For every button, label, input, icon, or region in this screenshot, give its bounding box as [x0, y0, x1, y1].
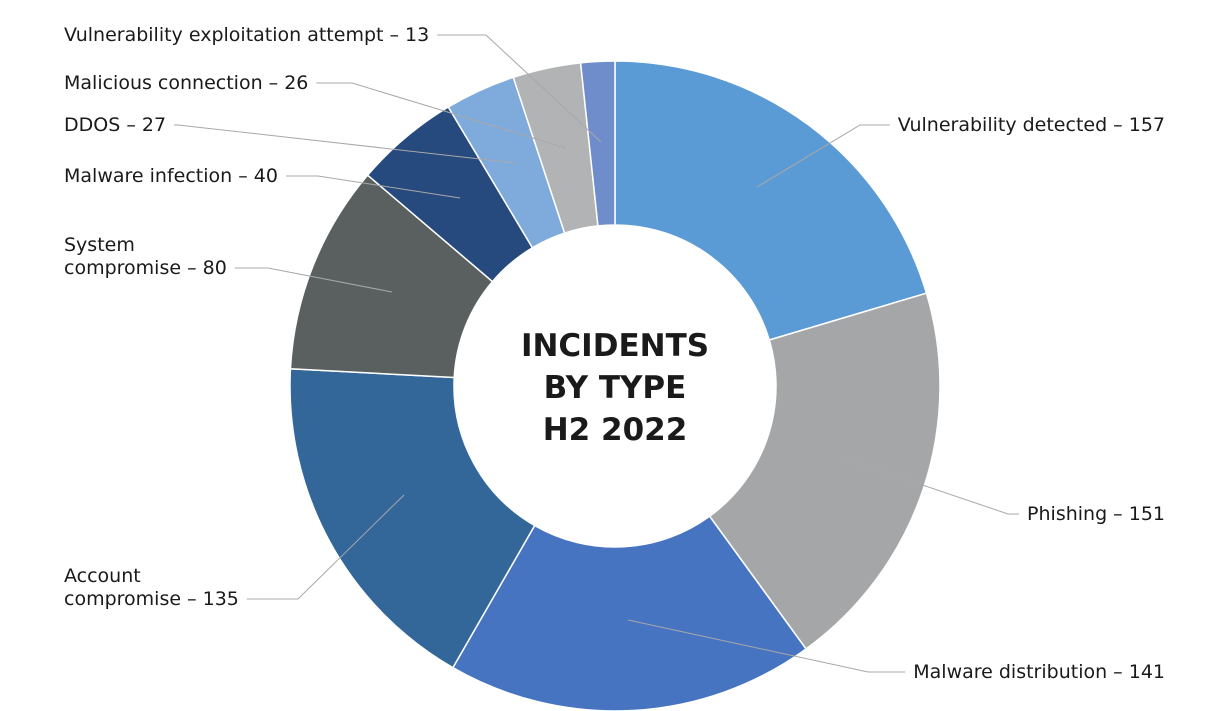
label-system-compromise-line-2: compromise – 80: [64, 257, 227, 279]
label-account-compromise-line-2: compromise – 135: [64, 588, 239, 610]
label-malware-infection: Malware infection – 40: [64, 165, 278, 187]
label-malicious-connection: Malicious connection – 26: [64, 72, 308, 94]
center-title-line-1: INCIDENTS: [521, 328, 709, 364]
leader-line-group: [174, 34, 1020, 673]
donut-hole: [454, 225, 776, 547]
label-group: Vulnerability detected – 157 Phishing – 1…: [64, 24, 1165, 683]
label-system-compromise-line-1: System: [64, 234, 135, 256]
leader-line-malware-infection: [285, 175, 461, 199]
label-vulnerability-exploitation-attempt: Vulnerability exploitation attempt – 13: [64, 24, 429, 46]
slice-group: [289, 60, 941, 711]
label-vulnerability-detected: Vulnerability detected – 157: [898, 114, 1165, 136]
leader-line-phishing: [842, 457, 1020, 515]
label-ddos: DDOS – 27: [64, 114, 166, 136]
center-title-line-3: H2 2022: [543, 412, 688, 448]
leader-line-ddos: [174, 124, 517, 164]
leader-line-system-compromise: [234, 267, 393, 293]
label-malware-distribution: Malware distribution – 141: [913, 661, 1165, 683]
leader-line-malicious-connection: [316, 82, 567, 149]
leader-line-vulnerability-exploitation-attempt: [437, 34, 602, 143]
label-account-compromise-line-1: Account: [64, 565, 141, 587]
center-title-line-2: BY TYPE: [544, 370, 687, 406]
leader-line-vulnerability-detected: [756, 124, 890, 188]
leader-line-malware-distribution: [627, 619, 906, 673]
label-phishing: Phishing – 151: [1027, 503, 1165, 525]
leader-line-account-compromise: [246, 494, 405, 600]
